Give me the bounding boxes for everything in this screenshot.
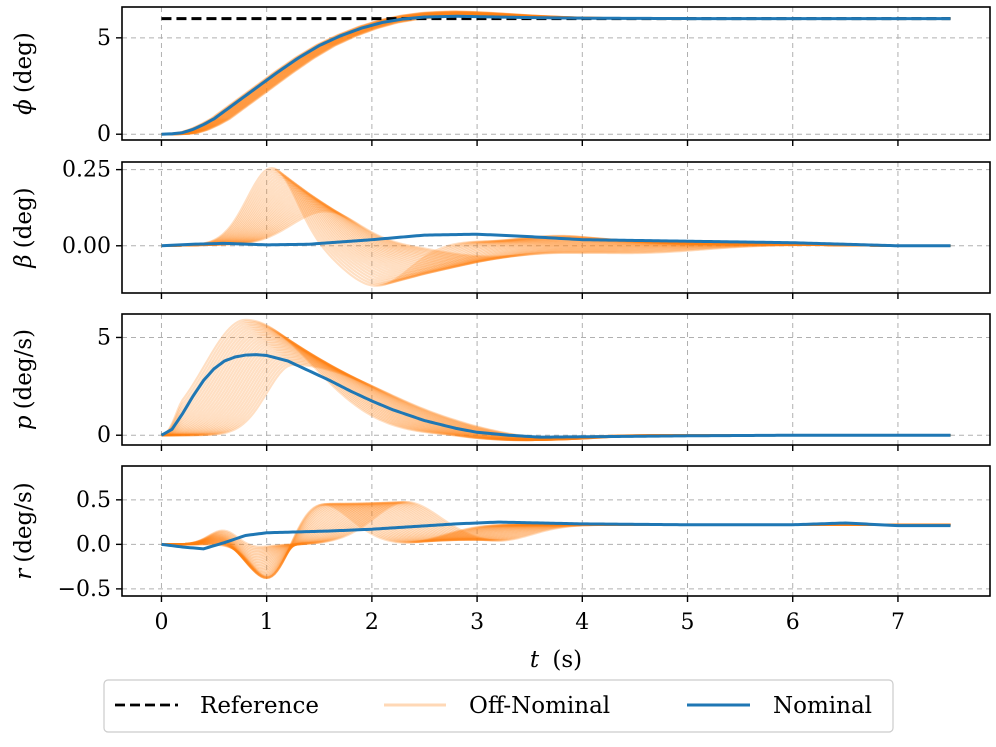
offnominal-line-r-9: [161, 502, 951, 575]
y-axis-symbol-r: r: [11, 567, 37, 580]
offnominal-line-beta-26: [161, 208, 951, 259]
offnominal-line-p-27: [161, 363, 951, 440]
x-tick-label-4: 4: [575, 610, 589, 635]
y-axis-symbol-beta: β: [11, 254, 37, 268]
subplot-beta: 0.00 0.25 β (deg): [11, 158, 991, 299]
y-tick-label-phi-1: 5: [97, 26, 111, 51]
offnominal-line-beta-27: [161, 210, 951, 258]
y-axis-label-p: p (deg/s): [11, 329, 37, 430]
y-tick-label-p-0: 0: [97, 423, 111, 448]
axes-frame-phi: [121, 6, 991, 141]
subplot-r: −0.5 0.0 0.5 r (deg/s) 0 1 2 3 4 5 6 7: [11, 465, 991, 635]
nominal-line-beta: [161, 232, 951, 248]
x-tick-label-2: 2: [365, 610, 379, 635]
subplot-phi: 0 5 ϕ (deg): [11, 6, 991, 147]
y-tick-label-r-0: −0.5: [58, 577, 111, 602]
x-tick-label-5: 5: [681, 610, 695, 635]
legend-offnominal-label: Off-Nominal: [469, 693, 610, 719]
y-axis-unit-beta: (deg): [11, 187, 37, 248]
subplots: 05ϕ(deg)0.000.25β(deg)05p(deg/s)−0.50.00…: [11, 6, 991, 635]
offnominal-line-r-19: [161, 501, 951, 560]
y-tick-label-beta-0: 0.00: [62, 234, 111, 259]
axes-frame-r: [121, 465, 991, 597]
nominal-line-phi: [161, 14, 951, 136]
y-axis-unit-phi: (deg): [11, 32, 37, 93]
y-tick-label-p-1: 5: [97, 325, 111, 350]
offnominal-line-r-7: [161, 502, 951, 577]
y-tick-label-beta-1: 0.25: [62, 158, 111, 183]
offnominal-line-phi-13: [161, 12, 951, 136]
axes-frame-beta: [121, 161, 991, 294]
x-tick-label-7: 7: [891, 610, 905, 635]
x-axis-symbol: t: [530, 647, 540, 673]
series-r: [161, 500, 951, 580]
y-tick-label-phi-0: 0: [97, 122, 111, 147]
x-axis-unit: (s): [552, 647, 582, 673]
series-phi: [161, 10, 951, 136]
offnominal-line-r-8: [161, 502, 951, 576]
y-axis-unit-r: (deg/s): [11, 482, 37, 563]
x-tick-label-1: 1: [260, 610, 274, 635]
axes-frame-p: [121, 313, 991, 446]
offnominal-line-r-10: [161, 502, 951, 574]
nominal-line-p: [160, 353, 951, 439]
series-beta: [161, 166, 951, 287]
y-axis-symbol-phi: ϕ: [11, 99, 37, 115]
legend-nominal-label: Nominal: [773, 693, 872, 719]
y-tick-label-r-1: 0.0: [76, 532, 111, 557]
legend-frame: [103, 679, 894, 733]
nominal-line-r: [161, 520, 951, 551]
x-tick-label-6: 6: [786, 610, 800, 635]
x-tick-label-3: 3: [470, 610, 484, 635]
legend: Reference Off-Nominal Nominal: [103, 679, 894, 733]
y-axis-unit-p: (deg/s): [11, 329, 37, 410]
subplot-p: 0 5 p (deg/s): [11, 313, 991, 451]
y-axis-label-r: r (deg/s): [11, 482, 37, 580]
legend-reference-label: Reference: [200, 693, 319, 719]
y-axis-label-phi: ϕ (deg): [11, 32, 37, 115]
y-axis-label-beta: β (deg): [11, 187, 37, 268]
y-axis-symbol-p: p: [11, 415, 37, 430]
y-tick-label-r-2: 0.5: [76, 488, 111, 513]
x-tick-label-0: 0: [154, 610, 168, 635]
series-p: [160, 318, 951, 442]
x-axis-label: t (s): [530, 647, 582, 673]
